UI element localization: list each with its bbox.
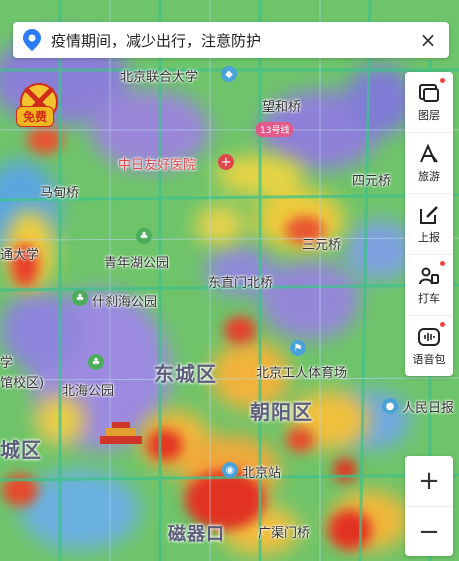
report-button[interactable]: 上报 <box>405 193 453 254</box>
landmark-icon: ● <box>382 398 398 414</box>
notification-dot <box>440 261 445 266</box>
label-dongcheng[interactable]: 东城区 <box>154 362 217 386</box>
label-line13[interactable]: 13号线 <box>256 122 294 137</box>
hospital-icon: + <box>218 154 234 170</box>
stadium-icon: ⚑ <box>290 340 306 356</box>
label-sihuan[interactable]: 四元桥 <box>352 174 392 189</box>
label-ciqikou[interactable]: 磁器口 <box>168 524 225 545</box>
label-bjzhan[interactable]: 北京站 <box>242 466 282 481</box>
layers-button[interactable]: 图层 <box>405 72 453 132</box>
label-hospital[interactable]: 中日友好医院 <box>118 158 197 173</box>
label-xue[interactable]: 学 <box>0 356 14 371</box>
notice-text: 疫情期间，减少出行，注意防护 <box>51 31 262 50</box>
free-badge-label[interactable]: 免费 <box>16 106 55 127</box>
voice-pack-button[interactable]: 语音包 <box>405 315 453 376</box>
label-qingnianhu[interactable]: 青年湖公园 <box>104 256 170 271</box>
map-toolbar: 图层 旅游 上报 打车 语音包 <box>405 72 453 376</box>
label-buu[interactable]: 北京联合大学 <box>120 70 199 85</box>
medium-density-areas <box>5 155 410 555</box>
edit-icon <box>420 206 438 224</box>
layers-icon <box>419 84 439 102</box>
label-madian[interactable]: 马甸桥 <box>40 186 80 201</box>
label-dongzhimen[interactable]: 东直门北桥 <box>208 276 274 291</box>
notification-dot <box>440 322 445 327</box>
label-tongda[interactable]: 通大学 <box>0 248 40 263</box>
park-icon: ♣ <box>136 228 152 244</box>
zoom-controls: + − <box>405 456 453 556</box>
label-sanyuan[interactable]: 三元桥 <box>302 238 342 253</box>
travel-button[interactable]: 旅游 <box>405 132 453 193</box>
zoom-out-button[interactable]: − <box>405 506 453 557</box>
label-chaoyang[interactable]: 朝阳区 <box>250 400 313 424</box>
zoom-in-button[interactable]: + <box>418 466 440 496</box>
label-xiaoqu[interactable]: 馆校区) <box>0 376 45 391</box>
label-shichahai[interactable]: 什刹海公园 <box>92 295 158 310</box>
taxi-icon <box>419 267 439 285</box>
taxi-button[interactable]: 打车 <box>405 254 453 315</box>
train-station-icon: ◉ <box>222 462 238 478</box>
label-gongti[interactable]: 北京工人体育场 <box>256 366 348 381</box>
label-guangqumen[interactable]: 广渠门桥 <box>258 526 311 541</box>
label-renminri[interactable]: 人民日报 <box>402 401 455 416</box>
park-icon: ♣ <box>88 354 104 370</box>
label-wanghe[interactable]: 望和桥 <box>262 100 302 115</box>
park-icon: ♣ <box>72 290 88 306</box>
travel-icon <box>420 143 438 163</box>
tiananmen-landmark[interactable] <box>100 422 142 444</box>
location-icon <box>23 29 41 51</box>
close-icon[interactable]: × <box>419 28 437 52</box>
notice-bar[interactable]: 疫情期间，减少出行，注意防护 × <box>13 22 449 58</box>
voice-icon <box>418 328 440 346</box>
university-icon: ◆ <box>221 66 237 82</box>
notification-dot <box>440 78 445 83</box>
label-beihai[interactable]: 北海公园 <box>62 384 115 399</box>
label-chengqu[interactable]: 城区 <box>0 438 42 462</box>
